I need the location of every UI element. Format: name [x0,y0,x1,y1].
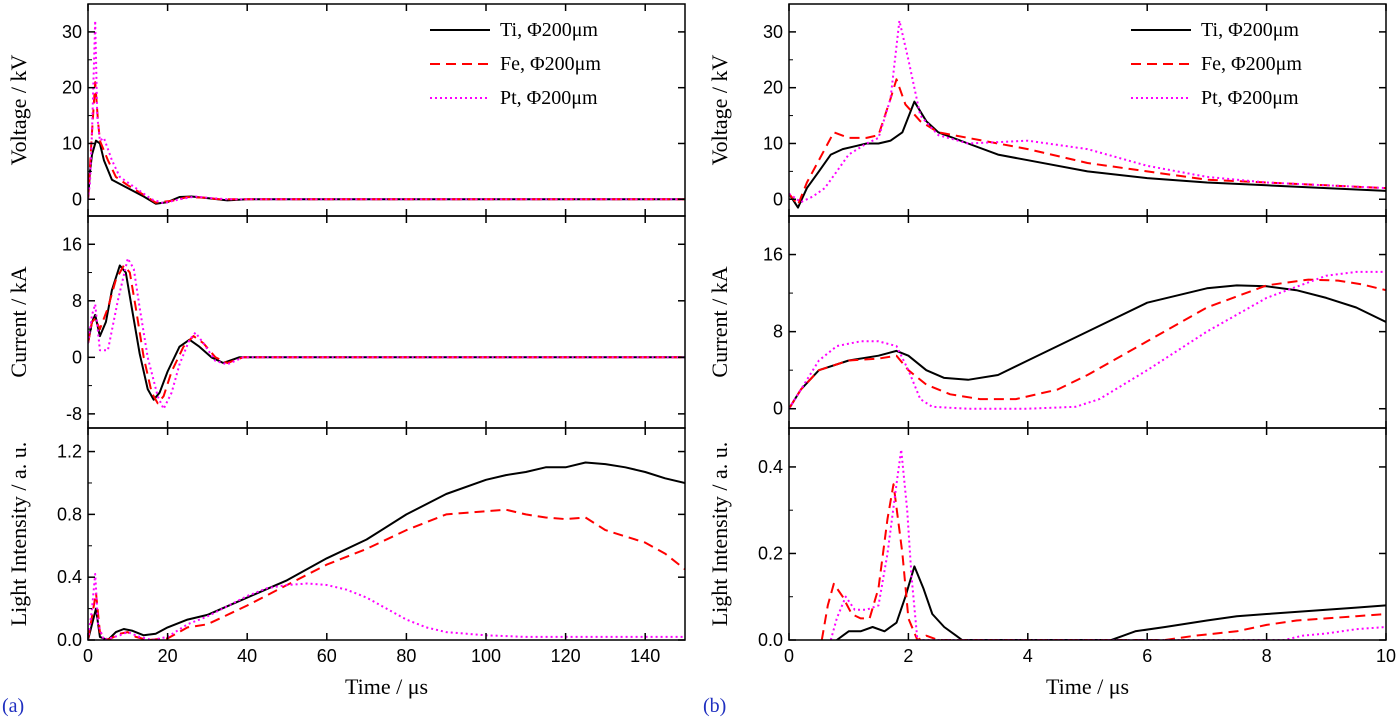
panel-a-xtick-label: 0 [83,646,93,666]
panel-a-subplot-1-ytick-label: 0 [72,189,82,209]
panel-b-subplot-2-ylabel: Current / kA [707,266,732,377]
panel-b-subplot-2-series-ti-line [789,284,1386,410]
panel-b-legend-entry: Fe, Φ200μm [1201,53,1302,75]
panel-b-subplot-3-series-ti-line [836,565,1386,640]
panel-b-subplot-2-series-fe-line [789,278,1386,410]
panel-a-subplot-3-ytick-label: 0.8 [57,504,82,524]
panel-b-subplot-1-series-fe-line [789,78,1386,206]
panel-a-subplot-3-ytick-label: 1.2 [57,442,82,462]
panel-b-subplot-3-ytick-label: 0.2 [758,543,783,563]
panel-b-xtick-label: 2 [903,646,913,666]
panel-a-subplot-1-ytick-label: 10 [62,133,82,153]
panel-b-subplot-2-ytick-label: 16 [763,245,783,265]
panel-b-subplot-1-ylabel: Voltage / kV [707,54,732,165]
panel-a-xtick-label: 100 [471,646,501,666]
panel-b-subplot-3-ytick-label: 0.0 [758,630,783,650]
panel-b-subplot-2-ytick-label: 0 [773,399,783,419]
panel-a: 0 10 20 30 Voltage / kV -8 0 8 16 Current / kA 0.0… [6,3,686,699]
panel-a-subplot-3: 0.0 0.4 0.8 1.2 Light Intensity / a. u. [6,427,686,650]
panel-a-subplot-2-ytick-label: -8 [66,404,82,424]
panel-b-xtick-label: 10 [1376,646,1396,666]
panel-a-xtick-label: 20 [158,646,178,666]
panel-a-xtick-label: 80 [396,646,416,666]
panel-a-subplot-3-frame [87,427,686,641]
panel-tag-b: (b) [703,695,726,717]
panel-a-legend-entry: Ti, Φ200μm [500,19,598,41]
panel-b-subplot-1-ytick-label: 0 [773,189,783,209]
panel-a-subplot-2-ytick-label: 8 [72,291,82,311]
panel-a-xtick-label: 60 [317,646,337,666]
panel-a-subplot-3-series-ti-line [88,461,685,640]
panel-a-subplot-1-ytick-label: 20 [62,78,82,98]
panel-a-subplot-3-ytick-label: 0.4 [57,567,82,587]
panel-b-subplot-1-ytick-label: 30 [763,22,783,42]
panel-a-subplot-1-ylabel: Voltage / kV [6,54,31,165]
panel-a-legend-entry: Pt, Φ200μm [500,87,598,109]
panel-a-subplot-3-series-pt-line [88,573,685,640]
panel-a-xlabel: Time / μs [345,674,428,699]
panel-b-legend-entry: Pt, Φ200μm [1201,87,1299,109]
panel-a-xtick-label: 140 [630,646,660,666]
panel-b-xtick-label: 4 [1023,646,1033,666]
panel-tag-a: (a) [2,695,24,717]
panel-a-legend-entry: Fe, Φ200μm [500,53,601,75]
panel-b-subplot-3-series-pt-line [829,448,1386,640]
panel-b-subplot-1-ytick-label: 10 [763,133,783,153]
panel-a-xtick-label: 120 [551,646,581,666]
panel-b-subplot-1-series-ti-line [789,100,1386,209]
panel-b-subplot-3-frame [788,427,1387,641]
panel-b-xtick-label: 8 [1262,646,1272,666]
panel-a-subplot-3-ytick-label: 0.0 [57,630,82,650]
panel-a-subplot-3-ylabel: Light Intensity / a. u. [6,442,31,627]
panel-b-subplot-1-ytick-label: 20 [763,78,783,98]
panel-a-xtick-label: 40 [237,646,257,666]
panel-b-subplot-3-ylabel: Light Intensity / a. u. [707,442,732,627]
panel-b-subplot-2-series-pt-line [789,270,1386,410]
panel-b-subplot-3-ytick-label: 0.4 [758,457,783,477]
panel-b-xtick-label: 0 [784,646,794,666]
panel-b-legend: Ti, Φ200μm Fe, Φ200μm Pt, Φ200μm [1131,19,1302,109]
panel-a-subplot-1-series-pt-line [88,19,685,205]
panel-a-subplot-1-ytick-label: 30 [62,22,82,42]
panel-a-legend: Ti, Φ200μm Fe, Φ200μm Pt, Φ200μm [430,19,601,109]
panel-b-xlabel: Time / μs [1046,674,1129,699]
panel-b-subplot-3: 0.0 0.2 0.4 Light Intensity / a. u. [707,427,1387,650]
panel-a-subplot-2-ylabel: Current / kA [6,266,31,377]
panel-b-xtick-label: 6 [1142,646,1152,666]
panel-a-subplot-3-series-fe-line [88,508,685,640]
panel-b-subplot-2-ytick-label: 8 [773,322,783,342]
panel-b-legend-entry: Ti, Φ200μm [1201,19,1299,41]
panel-a-subplot-2-series-ti-line [88,264,685,401]
panel-a-subplot-2-ytick-label: 0 [72,347,82,367]
panel-b-subplot-3-series-fe-line [820,483,1386,640]
panel-b-subplot-2: 0 8 16 Current / kA [707,215,1387,429]
panel-a-subplot-2-ytick-label: 16 [62,234,82,254]
